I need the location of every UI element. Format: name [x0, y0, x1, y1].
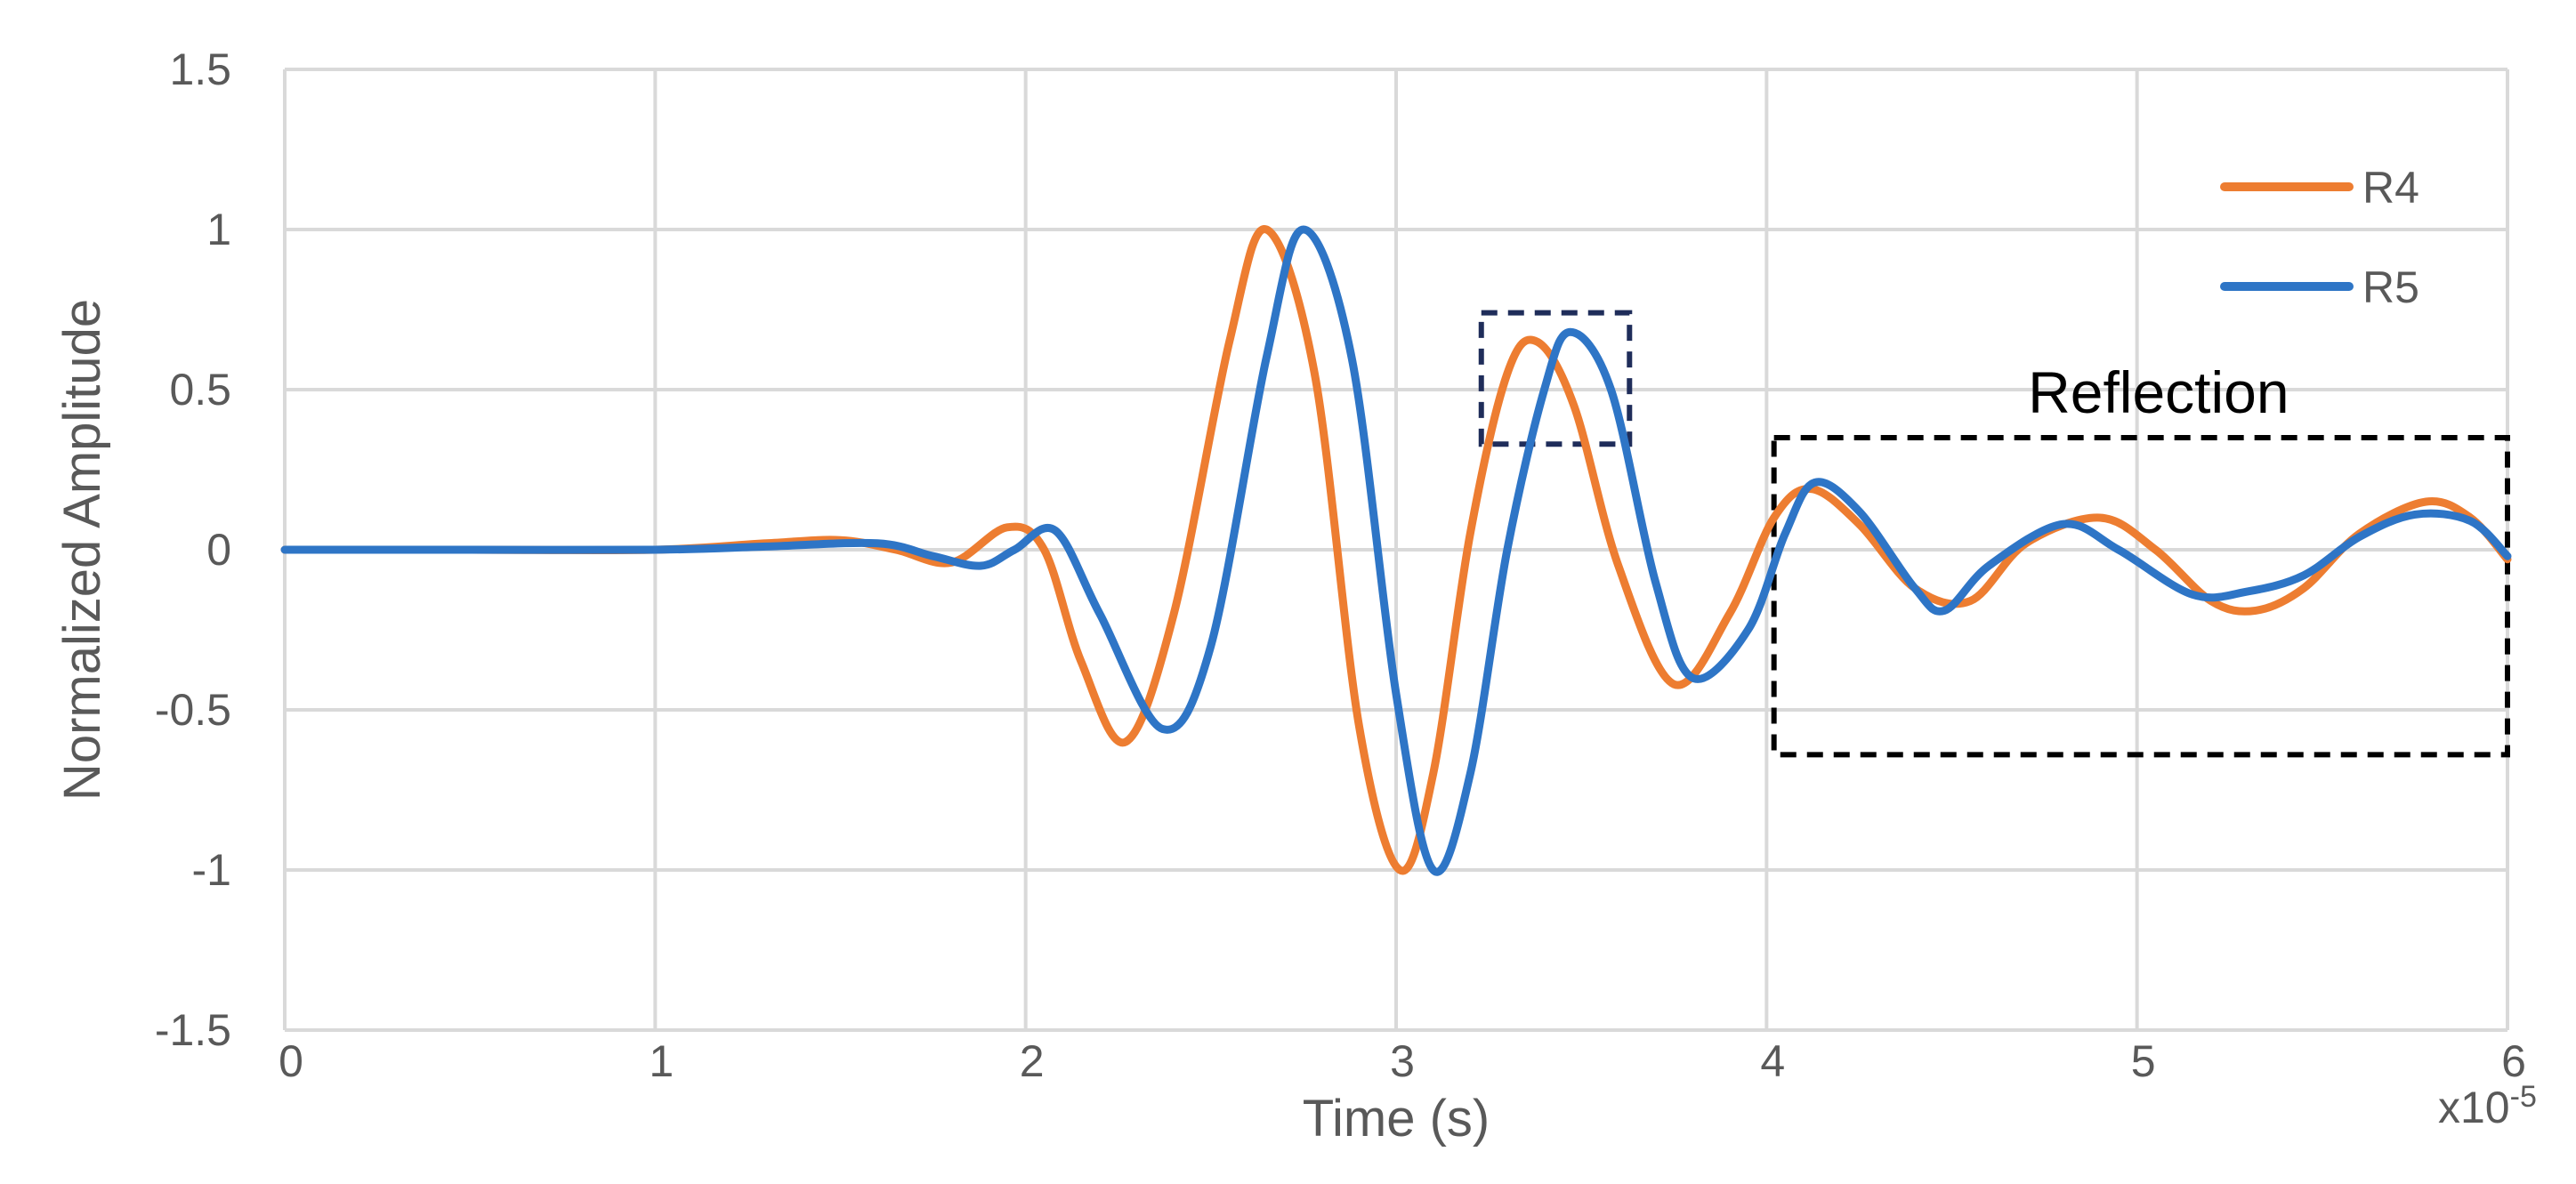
y-tick-label: -1.5: [155, 1005, 231, 1055]
x-tick-label: 4: [1760, 1036, 1785, 1086]
x-tick-label: 5: [2131, 1036, 2156, 1086]
legend: R4 R5: [2220, 163, 2419, 312]
x-axis-title: Time (s): [1303, 1090, 1490, 1148]
annotation-boxes: Reflection: [1478, 310, 2511, 758]
tick-labels: 0 1 2 3 4 5 6 1.5 1 0.5 0 -0.5 -1 -1.5: [155, 44, 2526, 1086]
y-tick-label: 0.5: [169, 365, 231, 415]
y-tick-label: 1.5: [169, 44, 231, 94]
y-tick-label: 1: [206, 205, 231, 254]
x-tick-label: 0: [279, 1036, 303, 1086]
x-tick-label: 6: [2501, 1036, 2526, 1086]
small-box: [1478, 310, 1633, 447]
x-axis-multiplier: x10-5: [2438, 1080, 2537, 1132]
x-axis-multiplier-exponent: -5: [2510, 1080, 2537, 1114]
series-line-r5: [280, 225, 2512, 876]
series-line-r4: [280, 225, 2512, 875]
x-tick-label: 2: [1020, 1036, 1045, 1086]
reflection-label: Reflection: [2028, 359, 2289, 425]
legend-label-r4: R4: [2362, 163, 2419, 213]
legend-label-r5: R5: [2362, 262, 2419, 312]
data-series: [280, 225, 2512, 876]
y-tick-label: 0: [206, 525, 231, 575]
y-tick-label: -0.5: [155, 685, 231, 735]
reflection-box: [1771, 435, 2511, 758]
y-tick-label: -1: [192, 845, 231, 895]
x-tick-label: 3: [1390, 1036, 1415, 1086]
x-axis-multiplier-base: x10: [2438, 1083, 2510, 1132]
x-tick-label: 1: [649, 1036, 674, 1086]
y-axis-title: Normalized Amplitude: [53, 299, 111, 801]
